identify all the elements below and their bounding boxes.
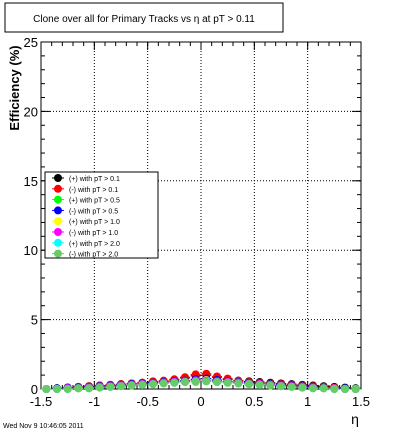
data-point [298, 383, 307, 392]
data-point [53, 385, 61, 393]
x-tick-label: -0.5 [136, 394, 158, 409]
data-point [277, 382, 285, 391]
y-tick-label: 10 [24, 243, 38, 258]
data-point [191, 378, 200, 387]
legend-label: (-) with pT > 1.0 [69, 230, 118, 237]
legend-label: (-) with pT > 0.1 [69, 187, 118, 194]
y-tick-label: 0 [31, 382, 38, 397]
data-point [309, 384, 317, 393]
data-point [351, 385, 360, 393]
data-point [181, 378, 189, 387]
legend-label: (-) with pT > 0.5 [69, 208, 118, 215]
legend-marker [54, 174, 62, 182]
legend-marker [54, 184, 62, 193]
data-point [138, 380, 147, 389]
x-tick-label: -1.5 [30, 394, 52, 409]
x-tick-label: 0.5 [245, 394, 263, 409]
data-point [85, 384, 93, 393]
legend-label: (+) with pT > 1.0 [69, 219, 120, 226]
data-point [213, 378, 221, 387]
data-point [42, 385, 51, 393]
data-point [319, 384, 328, 393]
legend-marker [54, 206, 62, 215]
data-point [330, 385, 339, 393]
y-tick-label: 25 [24, 35, 38, 50]
grid [41, 42, 361, 389]
legend-label: (-) with pT > 2.0 [69, 252, 118, 259]
x-tick-label: -1 [89, 394, 101, 409]
x-tick-label: 1 [304, 394, 311, 409]
data-point [223, 378, 232, 387]
data-point [63, 385, 72, 393]
legend-box [44, 171, 159, 259]
legend-marker [54, 249, 62, 258]
x-axis-label: η [351, 411, 359, 427]
data-point [234, 379, 243, 388]
legend-label: (+) with pT > 2.0 [69, 241, 120, 248]
timestamp: Wed Nov 9 10:46:05 2011 [3, 423, 84, 430]
legend-label: (+) with pT > 0.1 [69, 176, 120, 183]
x-tick-label: 0 [197, 394, 204, 409]
legend-marker [54, 217, 62, 226]
data-point [202, 377, 211, 386]
legend-label: (+) with pT > 0.5 [69, 198, 120, 205]
data-point [159, 379, 168, 388]
y-tick-label: 20 [24, 104, 38, 119]
data-point [255, 380, 264, 389]
title-box [4, 2, 284, 33]
data-point [266, 381, 275, 390]
x-tick-label: 1.5 [352, 394, 370, 409]
axes: -1.5 -1 -0.5 0 0.5 1 1.5 0 5 10 15 20 25 [24, 35, 371, 409]
y-tick-label: 15 [24, 174, 38, 189]
legend-marker [54, 228, 62, 236]
data-point [74, 384, 83, 393]
data-point [341, 385, 349, 393]
data-point [95, 383, 104, 392]
legend: (+) with pT > 0.1 (-) with pT > 0.1 (+) wi… [44, 171, 159, 259]
data-points [41, 369, 361, 393]
legend-marker [54, 238, 62, 247]
chart-title: Clone over all for Primary Tracks vs η a… [33, 14, 255, 25]
data-point [245, 380, 253, 389]
legend-marker [54, 195, 62, 204]
y-tick-label: 5 [31, 313, 38, 328]
series [41, 377, 361, 393]
data-point [287, 382, 296, 391]
data-point [127, 381, 136, 390]
y-axis-label: Efficiency (%) [7, 45, 22, 130]
data-point [106, 382, 115, 391]
data-point [149, 380, 157, 389]
data-point [170, 378, 179, 387]
data-point [117, 382, 125, 391]
